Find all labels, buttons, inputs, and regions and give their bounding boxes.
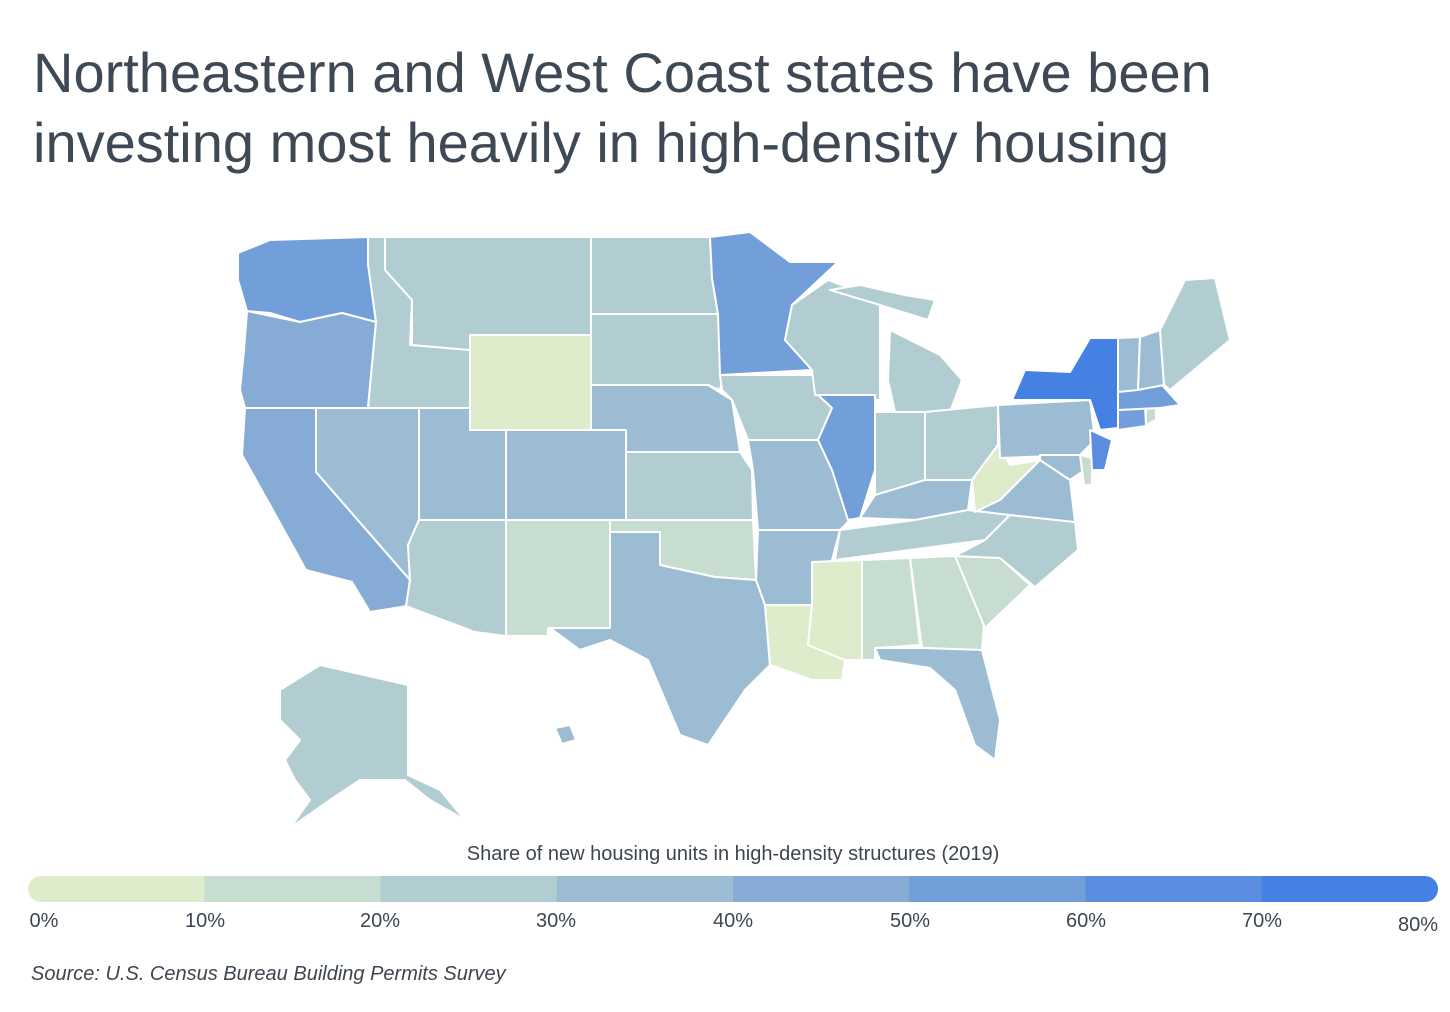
legend-title: Share of new housing units in high-densi… <box>466 843 1000 865</box>
scale-band <box>556 876 734 902</box>
scale-band <box>909 876 1086 902</box>
tick-label: 70% <box>1241 910 1283 932</box>
scale-band <box>380 876 558 902</box>
state-PA[interactable] <box>997 399 1096 459</box>
chart-title: Northeastern and West Coast states have … <box>33 38 1413 178</box>
tick-label: 50% <box>889 910 931 932</box>
color-scale <box>28 876 1438 902</box>
scale-ticks: 0% 10% 20% 30% 40% 50% 60% 70% 80% <box>0 910 1450 940</box>
scale-band <box>733 876 910 902</box>
state-NM[interactable] <box>505 519 611 637</box>
scale-band <box>1085 876 1263 902</box>
tick-label: 40% <box>712 910 754 932</box>
state-NJ[interactable] <box>1089 429 1113 471</box>
tick-label: 30% <box>535 910 577 932</box>
state-OR[interactable] <box>239 310 377 409</box>
state-MD[interactable] <box>1039 454 1086 481</box>
tick-label: 0% <box>29 910 59 932</box>
source-note: Source: U.S. Census Bureau Building Perm… <box>31 963 506 985</box>
state-KS[interactable] <box>625 451 754 521</box>
state-TX[interactable] <box>549 531 771 746</box>
state-WA[interactable] <box>237 236 377 323</box>
state-AZ[interactable] <box>405 519 507 637</box>
state-MI[interactable] <box>887 329 963 413</box>
tick-label: 60% <box>1065 910 1107 932</box>
state-DE[interactable] <box>1079 454 1093 486</box>
scale-band <box>28 876 205 902</box>
scale-band <box>1261 876 1438 902</box>
state-MT[interactable] <box>384 236 592 351</box>
state-VT[interactable] <box>1117 336 1141 393</box>
state-SD[interactable] <box>590 313 723 391</box>
scale-band <box>204 876 381 902</box>
state-WY[interactable] <box>469 334 592 431</box>
state-CO[interactable] <box>505 429 627 521</box>
state-MS[interactable] <box>807 559 863 661</box>
state-ND[interactable] <box>590 236 719 315</box>
tick-label: 10% <box>184 910 226 932</box>
us-choropleth-map <box>237 231 1231 829</box>
title-line-1: Northeastern and West Coast states have … <box>33 41 1212 104</box>
state-HI[interactable] <box>554 724 577 745</box>
tick-label: 80% <box>1397 914 1439 936</box>
state-ME[interactable] <box>1159 277 1231 391</box>
tick-label: 20% <box>359 910 401 932</box>
state-FL[interactable] <box>874 647 1001 761</box>
state-AK[interactable] <box>279 664 466 829</box>
state-MI-UP[interactable] <box>829 284 936 321</box>
title-line-2: investing most heavily in high-density h… <box>33 111 1170 174</box>
